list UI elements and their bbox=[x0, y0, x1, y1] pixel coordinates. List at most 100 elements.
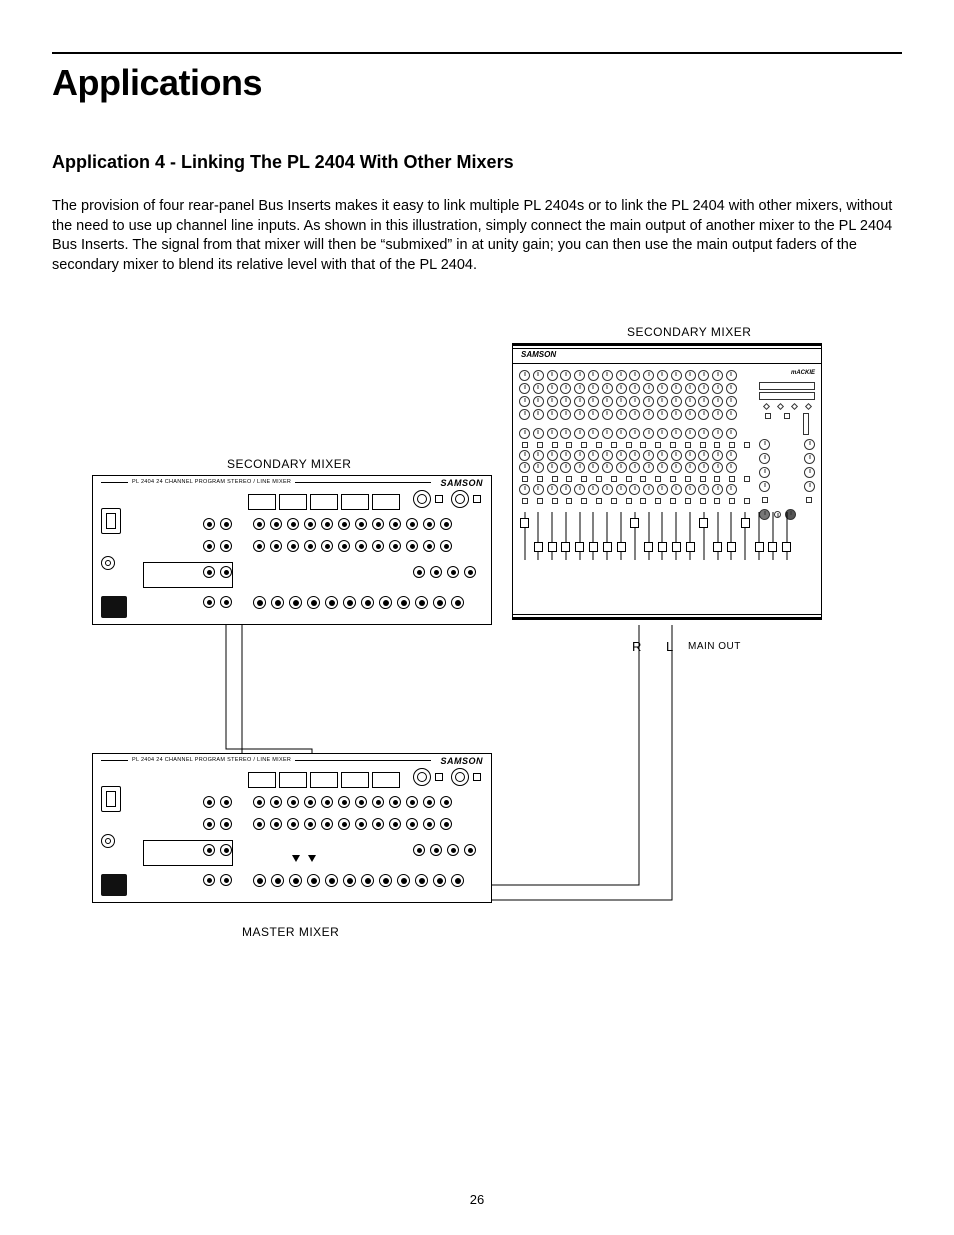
jack bbox=[287, 818, 299, 830]
jack bbox=[304, 540, 316, 552]
jack bbox=[389, 818, 401, 830]
line-jack bbox=[271, 596, 284, 609]
jack bbox=[423, 796, 435, 808]
jack bbox=[270, 518, 282, 530]
jack bbox=[372, 796, 384, 808]
jack bbox=[203, 818, 215, 830]
jack bbox=[270, 540, 282, 552]
xlr-left-2 bbox=[413, 768, 431, 786]
jack bbox=[203, 874, 215, 886]
jack bbox=[389, 540, 401, 552]
jack bbox=[406, 518, 418, 530]
master-mixer-rear: SAMSON PL 2404 24 CHANNEL PROGRAM STEREO… bbox=[92, 753, 492, 903]
jack bbox=[338, 540, 350, 552]
bus-insert-jack bbox=[413, 566, 425, 578]
section-subtitle: Application 4 - Linking The PL 2404 With… bbox=[52, 152, 902, 173]
rear-brand: SAMSON bbox=[440, 478, 483, 488]
jack bbox=[220, 874, 232, 886]
jack bbox=[372, 518, 384, 530]
jack bbox=[253, 796, 265, 808]
jack bbox=[203, 540, 215, 552]
jack bbox=[389, 518, 401, 530]
jack bbox=[220, 596, 232, 608]
jack bbox=[220, 818, 232, 830]
line-jack bbox=[397, 596, 410, 609]
jack bbox=[338, 818, 350, 830]
jack bbox=[287, 540, 299, 552]
jack bbox=[220, 796, 232, 808]
line-jack bbox=[253, 596, 266, 609]
line-jack bbox=[343, 874, 356, 887]
line-jack bbox=[271, 874, 284, 887]
jack bbox=[423, 818, 435, 830]
jack bbox=[203, 796, 215, 808]
jack bbox=[389, 796, 401, 808]
xlr-right-2 bbox=[451, 768, 469, 786]
line-jack bbox=[289, 596, 302, 609]
bus-insert-jack bbox=[413, 844, 425, 856]
line-jack bbox=[451, 596, 464, 609]
jack bbox=[321, 796, 333, 808]
bus-insert-jack bbox=[447, 566, 459, 578]
secondary-mixer-rear: SAMSON PL 2404 24 CHANNEL PROGRAM STEREO… bbox=[92, 475, 492, 625]
jack bbox=[355, 518, 367, 530]
bus-insert-jack bbox=[430, 566, 442, 578]
line-jack bbox=[379, 596, 392, 609]
jack bbox=[440, 518, 452, 530]
bus-insert-jack bbox=[464, 844, 476, 856]
bus-insert-jack bbox=[447, 844, 459, 856]
line-jack bbox=[307, 596, 320, 609]
serial-plate-2 bbox=[101, 874, 127, 896]
jack bbox=[203, 844, 215, 856]
iec-inlet-2 bbox=[101, 786, 121, 812]
line-jack bbox=[433, 596, 446, 609]
jack bbox=[406, 540, 418, 552]
jack bbox=[355, 818, 367, 830]
jack bbox=[220, 566, 232, 578]
jack bbox=[355, 540, 367, 552]
rear-model-2: PL 2404 24 CHANNEL PROGRAM STEREO / LINE… bbox=[128, 757, 295, 763]
jack bbox=[406, 818, 418, 830]
fuse-holder-2 bbox=[101, 834, 115, 848]
line-jack bbox=[379, 874, 392, 887]
jack bbox=[304, 818, 316, 830]
jack bbox=[270, 796, 282, 808]
rear-model: PL 2404 24 CHANNEL PROGRAM STEREO / LINE… bbox=[128, 479, 295, 485]
jack bbox=[440, 540, 452, 552]
jack bbox=[270, 818, 282, 830]
jack bbox=[423, 518, 435, 530]
line-jack bbox=[433, 874, 446, 887]
jack bbox=[406, 796, 418, 808]
page-number: 26 bbox=[0, 1192, 954, 1207]
line-jack bbox=[343, 596, 356, 609]
bus-insert-jack bbox=[464, 566, 476, 578]
jack bbox=[287, 796, 299, 808]
bus-insert-jack bbox=[430, 844, 442, 856]
jack bbox=[220, 540, 232, 552]
jack bbox=[338, 796, 350, 808]
line-jack bbox=[325, 596, 338, 609]
jack bbox=[440, 796, 452, 808]
jack bbox=[338, 518, 350, 530]
line-jack bbox=[397, 874, 410, 887]
line-jack bbox=[361, 596, 374, 609]
line-jack bbox=[451, 874, 464, 887]
body-paragraph: The provision of four rear-panel Bus Ins… bbox=[52, 197, 902, 275]
fuse-holder bbox=[101, 556, 115, 570]
top-rule bbox=[52, 52, 902, 54]
jack bbox=[220, 518, 232, 530]
line-jack bbox=[289, 874, 302, 887]
jack bbox=[203, 596, 215, 608]
arrow-icon bbox=[292, 855, 300, 862]
jack bbox=[304, 796, 316, 808]
line-jack bbox=[361, 874, 374, 887]
jack bbox=[423, 540, 435, 552]
jack bbox=[203, 518, 215, 530]
jack bbox=[287, 518, 299, 530]
xlr-right bbox=[451, 490, 469, 508]
jack bbox=[355, 796, 367, 808]
jack bbox=[440, 818, 452, 830]
iec-inlet bbox=[101, 508, 121, 534]
jack bbox=[321, 818, 333, 830]
jack bbox=[253, 540, 265, 552]
